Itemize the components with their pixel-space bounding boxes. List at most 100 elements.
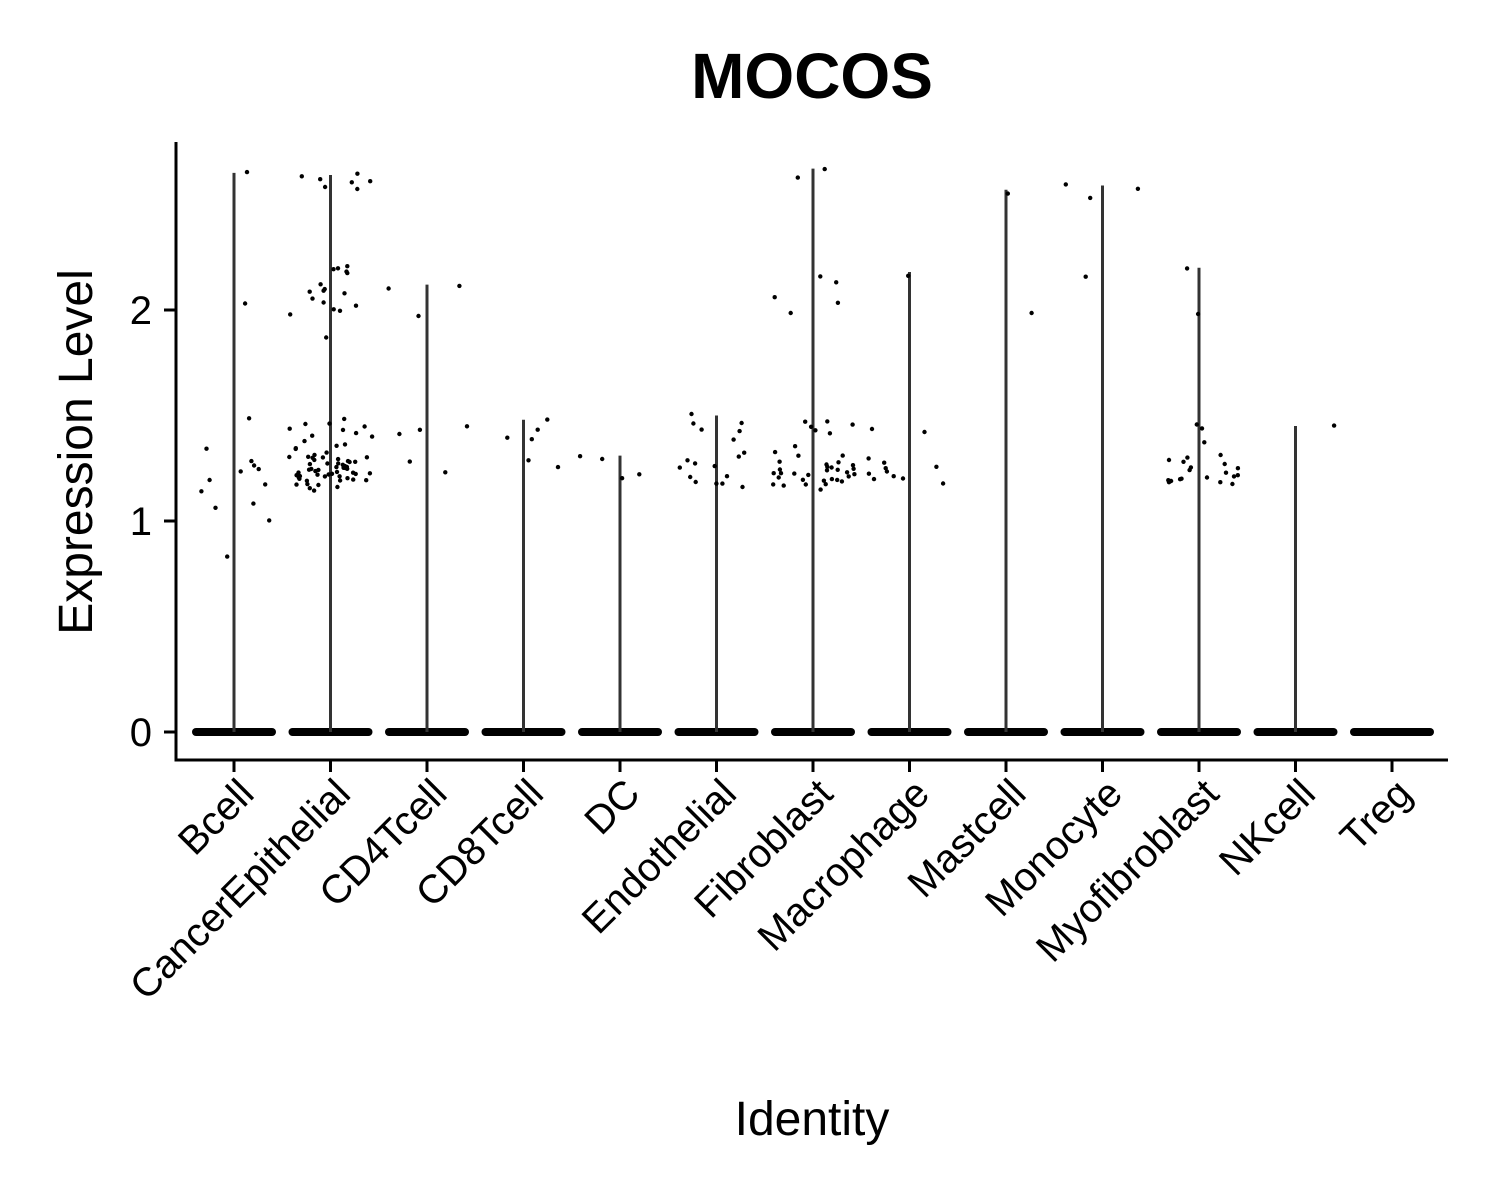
point-Macrophage-7 [884,469,890,474]
point-Fibroblast-31 [821,478,827,483]
point-Fibroblast-15 [840,453,845,458]
point-Myofibroblast-0 [1184,266,1190,271]
point-CancerEpithelial-0 [355,171,360,176]
point-CancerEpithelial-26 [303,421,308,427]
point-CD4Tcell-3 [464,424,470,429]
point-CancerEpithelial-4 [349,180,354,185]
x-tick-label-Treg: Treg [1332,771,1420,859]
point-Fibroblast-0 [822,166,827,172]
point-Bcell-12 [213,505,218,510]
point-Fibroblast-12 [827,431,833,436]
y-tick-label-0: 0 [130,711,152,755]
point-Bcell-7 [238,469,243,474]
point-Fibroblast-26 [771,471,776,476]
point-CancerEpithelial-41 [320,455,326,460]
point-CancerEpithelial-68 [345,476,350,481]
point-Mastcell-0 [1005,191,1010,196]
chart-title: MOCOS [691,40,933,112]
point-CancerEpithelial-82 [297,476,302,481]
point-Endothelial-12 [724,474,730,479]
x-tick-label-DC: DC [576,771,648,843]
point-Myofibroblast-7 [1166,457,1172,463]
point-Endothelial-6 [742,450,747,455]
x-axis-label: Identity [735,1093,890,1146]
point-DC-1 [600,456,605,462]
point-CancerEpithelial-69 [304,478,310,483]
point-Fibroblast-14 [772,449,778,455]
point-Fibroblast-42 [776,475,781,480]
point-CancerEpithelial-59 [329,471,335,476]
point-Myofibroblast-6 [1185,455,1190,460]
point-Endothelial-17 [740,484,745,490]
point-CD8Tcell-4 [526,458,531,463]
point-Monocyte-2 [1088,195,1093,201]
point-Bcell-2 [246,416,252,421]
point-CancerEpithelial-86 [322,474,328,479]
point-Fibroblast-16 [796,453,801,458]
point-Fibroblast-40 [824,462,829,467]
point-CancerEpithelial-61 [326,472,331,477]
point-CD4Tcell-6 [407,459,412,464]
point-Bcell-8 [207,477,212,483]
point-Myofibroblast-11 [1235,466,1241,471]
point-Endothelial-14 [693,479,698,485]
point-CD4Tcell-4 [417,427,423,432]
y-tick-label-2: 2 [130,289,152,333]
point-CancerEpithelial-22 [288,312,293,317]
point-Myofibroblast-13 [1223,470,1229,475]
point-Fibroblast-36 [803,482,808,487]
point-Myofibroblast-19 [1177,477,1183,482]
point-Macrophage-1 [869,426,875,432]
point-Fibroblast-33 [800,477,806,482]
point-Myofibroblast-23 [1230,481,1235,487]
point-CancerEpithelial-71 [294,482,299,487]
point-Monocyte-0 [1063,182,1069,187]
point-CD8Tcell-2 [505,435,510,440]
point-Endothelial-2 [739,420,744,426]
point-Myofibroblast-21 [1168,478,1174,484]
point-Myofibroblast-14 [1231,474,1237,479]
point-CancerEpithelial-30 [353,430,359,436]
point-Endothelial-0 [689,411,694,417]
point-CancerEpithelial-12 [318,282,323,287]
point-Endothelial-1 [691,421,696,426]
x-tick-label-NKcell: NKcell [1211,771,1324,884]
point-Bcell-0 [244,169,250,175]
point-CancerEpithelial-83 [325,461,330,466]
point-Fibroblast-35 [771,482,776,487]
point-CD8Tcell-3 [529,437,534,442]
plot-area [192,166,1434,736]
point-CancerEpithelial-78 [347,459,352,465]
point-Fibroblast-29 [806,472,811,478]
point-CancerEpithelial-44 [353,459,358,464]
point-CancerEpithelial-55 [316,467,321,473]
point-Fibroblast-5 [835,300,841,305]
point-CancerEpithelial-88 [364,455,370,460]
point-CancerEpithelial-19 [353,303,359,308]
violin-group-Endothelial [674,411,759,736]
point-Fibroblast-38 [781,483,786,488]
point-CancerEpithelial-15 [307,289,312,294]
point-DC-2 [637,472,642,477]
point-Endothelial-3 [699,427,704,432]
point-Myofibroblast-15 [1235,473,1241,478]
point-Bcell-10 [199,489,204,494]
point-Macrophage-8 [866,471,872,476]
point-Fibroblast-39 [818,487,823,492]
point-DC-3 [619,476,625,481]
point-CancerEpithelial-58 [367,471,373,476]
point-CancerEpithelial-70 [364,478,369,483]
point-Myofibroblast-12 [1187,467,1192,473]
point-CancerEpithelial-6 [355,186,360,192]
point-Monocyte-3 [1083,274,1088,279]
violin-group-NKcell [1253,423,1338,736]
point-CancerEpithelial-14 [322,286,327,292]
point-CD4Tcell-0 [457,283,462,289]
point-Endothelial-5 [731,437,736,442]
point-Fibroblast-32 [835,477,840,483]
point-Macrophage-2 [922,429,927,435]
point-Bcell-14 [225,554,230,559]
point-Fibroblast-43 [777,467,783,472]
point-CancerEpithelial-76 [311,488,317,493]
